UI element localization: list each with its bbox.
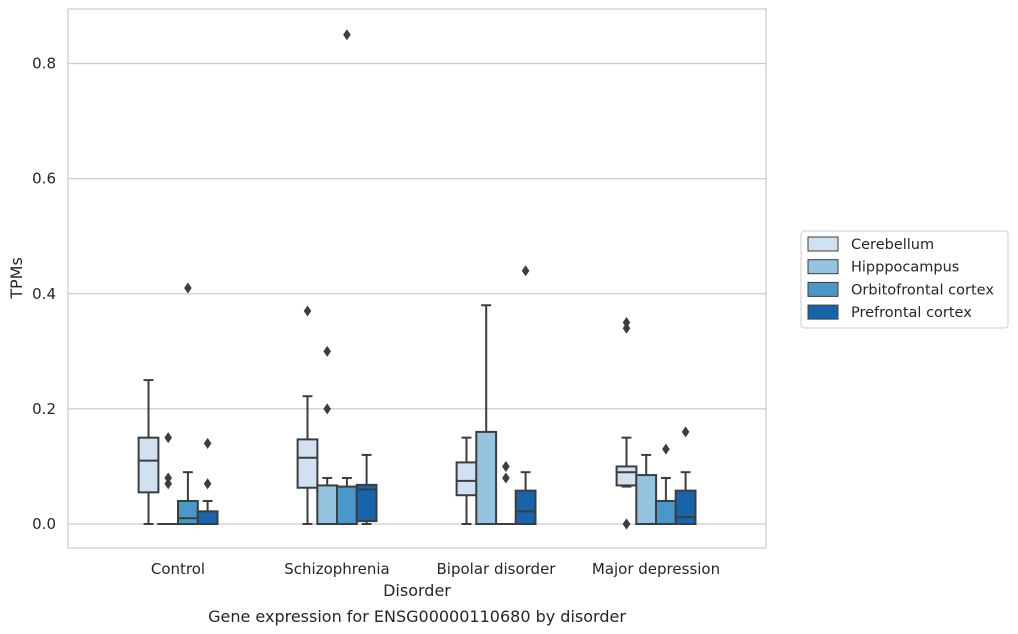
outlier-point bbox=[681, 426, 690, 438]
outlier-point bbox=[203, 478, 212, 490]
box-body bbox=[674, 489, 697, 525]
grid-lines bbox=[68, 62, 766, 525]
outlier-point bbox=[622, 322, 631, 334]
box-body bbox=[196, 510, 219, 525]
chart-caption: Gene expression for ENSG00000110680 by d… bbox=[208, 607, 626, 626]
box-body bbox=[137, 436, 160, 494]
box-body bbox=[655, 499, 677, 526]
x-tick-label: Bipolar disorder bbox=[437, 560, 557, 578]
box-hipppocampus bbox=[316, 345, 339, 526]
box-body bbox=[177, 499, 199, 526]
outlier-point bbox=[502, 460, 510, 472]
box-body bbox=[514, 489, 537, 525]
legend-swatch bbox=[807, 304, 839, 320]
outlier-point bbox=[323, 345, 331, 357]
outlier-point bbox=[622, 317, 631, 329]
outlier-point bbox=[164, 432, 172, 444]
legend-swatch bbox=[807, 236, 839, 252]
y-tick-labels: 0.0 0.2 0.4 0.6 0.8 bbox=[32, 55, 56, 534]
y-axis-label: TPMs bbox=[7, 257, 26, 300]
box-prefrontal-cortex bbox=[196, 437, 219, 525]
x-axis-label: Disorder bbox=[383, 581, 451, 600]
box-orbitofrontal-cortex bbox=[655, 443, 677, 526]
box-body bbox=[296, 438, 319, 489]
outlier-point bbox=[184, 282, 192, 294]
legend-swatch bbox=[807, 259, 839, 275]
box-orbitofrontal-cortex bbox=[336, 29, 358, 526]
box-body bbox=[475, 430, 498, 525]
outlier-point bbox=[164, 478, 172, 490]
box-prefrontal-cortex bbox=[674, 426, 697, 525]
box-body bbox=[455, 461, 478, 497]
x-tick-label: Control bbox=[151, 560, 205, 578]
box-body bbox=[355, 483, 378, 523]
box-orbitofrontal-cortex bbox=[177, 282, 199, 526]
box-prefrontal-cortex bbox=[355, 453, 378, 525]
legend-label: Cerebellum bbox=[851, 237, 934, 253]
legend-label: Orbitofrontal cortex bbox=[851, 282, 994, 298]
box-plots bbox=[137, 29, 697, 530]
box-body bbox=[615, 465, 638, 487]
y-tick-label: 0.8 bbox=[32, 55, 56, 73]
box-body bbox=[316, 484, 339, 526]
box-cerebellum bbox=[615, 317, 638, 530]
plot-frame bbox=[67, 8, 767, 549]
outlier-point bbox=[323, 403, 331, 415]
legend-swatch bbox=[807, 281, 839, 297]
box-hipppocampus bbox=[475, 304, 498, 525]
legend: Cerebellum Hipppocampus Orbitofrontal cort… bbox=[800, 230, 1009, 329]
box-cerebellum bbox=[455, 436, 478, 525]
outlier-point bbox=[502, 472, 510, 484]
box-cerebellum bbox=[296, 305, 319, 525]
box-hipppocampus bbox=[635, 453, 658, 525]
outlier-point bbox=[622, 518, 631, 530]
x-tick-labels: Control Schizophrenia Bipolar disorder Majo… bbox=[151, 560, 720, 578]
outlier-point bbox=[662, 443, 670, 455]
y-tick-label: 0.0 bbox=[32, 515, 56, 533]
legend-frame bbox=[800, 230, 1009, 329]
x-tick-label: Major depression bbox=[592, 560, 720, 578]
y-tick-label: 0.2 bbox=[32, 400, 56, 418]
legend-label: Hipppocampus bbox=[851, 260, 959, 276]
box-body bbox=[635, 474, 658, 525]
box-body bbox=[336, 485, 358, 526]
y-tick-label: 0.4 bbox=[32, 285, 56, 303]
outlier-point bbox=[164, 472, 172, 484]
box-hipppocampus bbox=[157, 432, 180, 526]
outlier-point bbox=[521, 265, 530, 277]
outlier-point bbox=[203, 437, 212, 449]
box-cerebellum bbox=[137, 379, 160, 525]
outlier-point bbox=[343, 29, 351, 41]
y-tick-label: 0.6 bbox=[32, 170, 56, 188]
outlier-point bbox=[303, 305, 312, 317]
x-tick-label: Schizophrenia bbox=[284, 560, 389, 578]
box-orbitofrontal-cortex bbox=[495, 460, 517, 526]
legend-label: Prefrontal cortex bbox=[851, 305, 972, 321]
box-prefrontal-cortex bbox=[514, 265, 537, 525]
